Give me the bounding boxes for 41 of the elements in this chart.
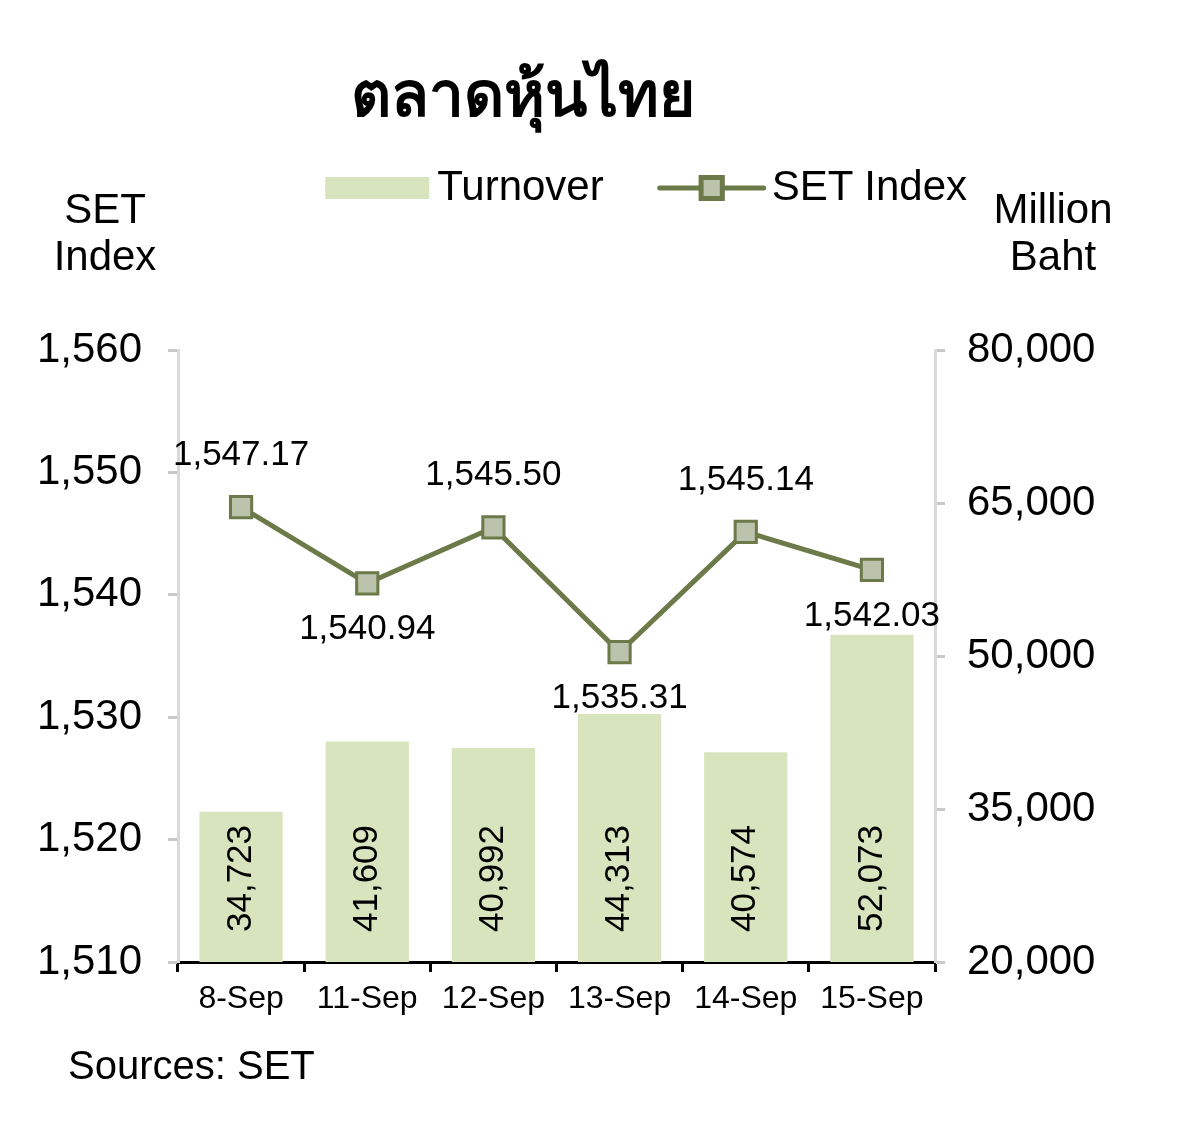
chart-title: ตลาดหุ้นไทย (350, 58, 695, 134)
x-tick-label: 15-Sep (820, 979, 924, 1016)
point (228, 494, 254, 520)
data-label: 1,547.17 (172, 432, 310, 472)
y2-tick-label: 35,000 (967, 782, 1096, 830)
y2-tick-label: 65,000 (967, 476, 1096, 524)
point (355, 571, 380, 596)
data-label: 34,723 (218, 824, 258, 932)
y-tick-label: 1,530 (36, 690, 142, 738)
x-tick-label: 14-Sep (694, 979, 798, 1016)
data-label: 40,992 (471, 824, 511, 932)
legend-label: Turnover (437, 161, 604, 209)
data-label: 1,535.31 (551, 675, 688, 715)
legend-label: SET Index (771, 161, 968, 209)
y-tick-label: 1,550 (36, 445, 142, 493)
data-label: 44,313 (597, 824, 637, 932)
source-note: Sources: SET (68, 1043, 315, 1088)
data-label: 41,609 (344, 824, 384, 932)
data-label: 1,545.50 (425, 453, 562, 493)
data-label: 1,545.14 (677, 457, 814, 497)
y-tick-label: 1,510 (36, 935, 142, 983)
x-tick-label: 12-Sep (441, 979, 546, 1016)
y-tick-label: 1,540 (36, 568, 142, 616)
data-label: 1,540.94 (299, 606, 436, 646)
x-tick-label: 11-Sep (316, 979, 418, 1016)
y2-axis-title: Million Baht (993, 184, 1113, 279)
point (481, 515, 506, 540)
x-tick-label: 8-Sep (198, 979, 284, 1016)
point (607, 640, 632, 665)
point (859, 557, 885, 583)
y-tick-label: 1,520 (36, 813, 142, 861)
x-tick-label: 13-Sep (567, 979, 672, 1016)
data-label: 1,542.03 (803, 593, 941, 633)
y2-tick-label: 20,000 (967, 935, 1096, 983)
y-axis-title: SET Index (53, 184, 157, 279)
point (733, 519, 758, 544)
data-label: 40,574 (723, 824, 763, 932)
y2-tick-label: 50,000 (967, 629, 1096, 677)
data-label: 52,073 (849, 824, 889, 932)
y2-tick-label: 80,000 (967, 323, 1096, 371)
y-tick-label: 1,560 (36, 323, 142, 371)
